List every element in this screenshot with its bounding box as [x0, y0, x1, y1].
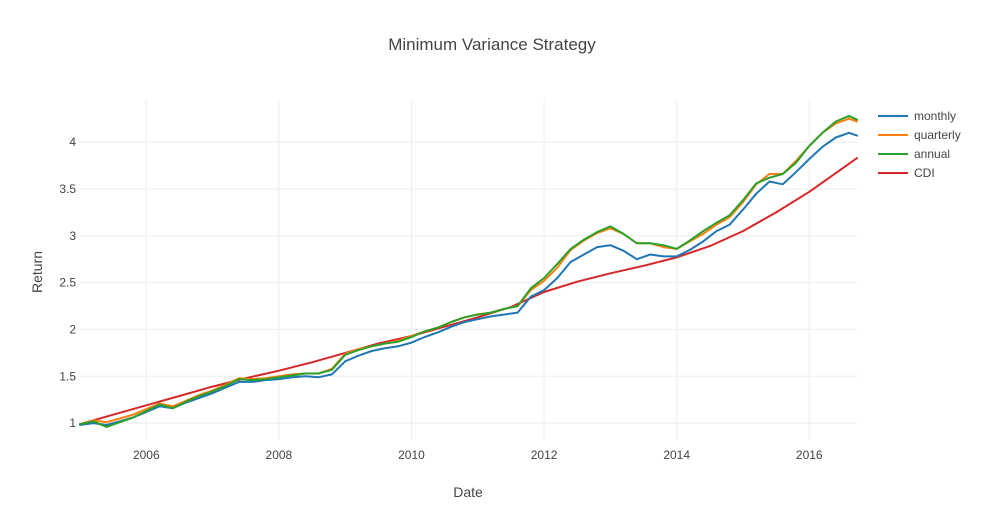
y-axis-ticks: 1 1.5 2 2.5 3 3.5 4: [59, 135, 76, 430]
legend-label: quarterly: [914, 128, 961, 142]
legend-label: annual: [914, 147, 950, 161]
y-tick-label: 2.5: [59, 276, 76, 290]
grid: [80, 100, 857, 440]
legend[interactable]: monthly quarterly annual CDI: [878, 109, 961, 180]
legend-item-annual[interactable]: annual: [878, 147, 950, 161]
series-line-monthly: [79, 131, 858, 426]
series-lines: [79, 114, 858, 428]
y-axis-title: Return: [29, 251, 45, 293]
legend-item-cdi[interactable]: CDI: [878, 166, 935, 180]
x-tick-label: 2008: [266, 448, 293, 462]
x-tick-label: 2012: [531, 448, 558, 462]
y-tick-label: 1: [69, 416, 76, 430]
series-line-annual: [79, 114, 858, 428]
legend-item-quarterly[interactable]: quarterly: [878, 128, 961, 142]
y-tick-label: 2: [69, 322, 76, 336]
y-tick-label: 3.5: [59, 182, 76, 196]
series-line-quarterly: [79, 117, 858, 426]
x-tick-label: 2016: [796, 448, 823, 462]
y-tick-label: 3: [69, 229, 76, 243]
x-axis-title: Date: [453, 484, 483, 500]
x-tick-label: 2014: [663, 448, 690, 462]
y-tick-label: 1.5: [59, 369, 76, 383]
legend-label: monthly: [914, 109, 956, 123]
series-line-cdi: [79, 157, 858, 426]
legend-label: CDI: [914, 166, 935, 180]
x-tick-label: 2006: [133, 448, 160, 462]
x-axis-ticks: 2006 2008 2010 2012 2014 2016: [133, 448, 823, 462]
y-tick-label: 4: [69, 135, 76, 149]
x-tick-label: 2010: [398, 448, 425, 462]
chart-title: Minimum Variance Strategy: [388, 35, 596, 54]
legend-item-monthly[interactable]: monthly: [878, 109, 956, 123]
